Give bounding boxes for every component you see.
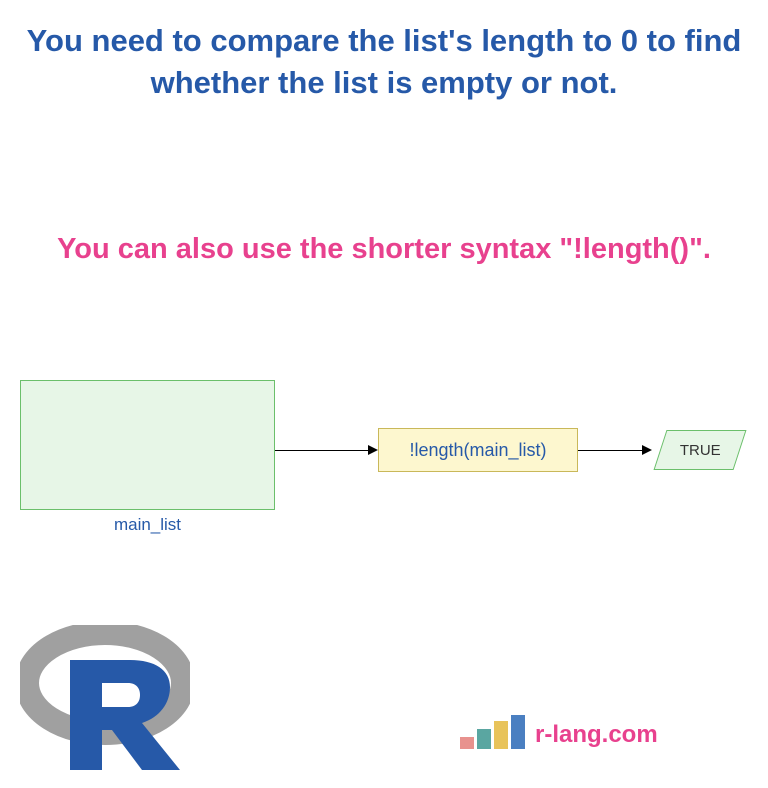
diagram: main_list !length(main_list) TRUE — [0, 380, 768, 580]
footer-bar — [511, 715, 525, 749]
diagram-input-box — [20, 380, 275, 510]
arrow-2-line — [578, 450, 643, 451]
diagram-output-box: TRUE — [654, 430, 747, 470]
diagram-process-label: !length(main_list) — [409, 440, 546, 461]
footer-bar — [494, 721, 508, 749]
footer-bars-icon — [460, 715, 525, 749]
footer-text: r-lang.com — [535, 721, 658, 749]
arrow-1-line — [275, 450, 369, 451]
footer-bar — [460, 737, 474, 749]
heading-sub: You can also use the shorter syntax "!le… — [0, 230, 768, 269]
footer-bar — [477, 729, 491, 749]
r-logo — [20, 625, 190, 770]
footer: r-lang.com — [460, 715, 658, 749]
diagram-output-label: TRUE — [680, 442, 721, 459]
heading-main: You need to compare the list's length to… — [0, 20, 768, 104]
arrow-1-head — [368, 445, 378, 455]
diagram-input-caption: main_list — [20, 515, 275, 535]
arrow-2-head — [642, 445, 652, 455]
diagram-process-box: !length(main_list) — [378, 428, 578, 472]
